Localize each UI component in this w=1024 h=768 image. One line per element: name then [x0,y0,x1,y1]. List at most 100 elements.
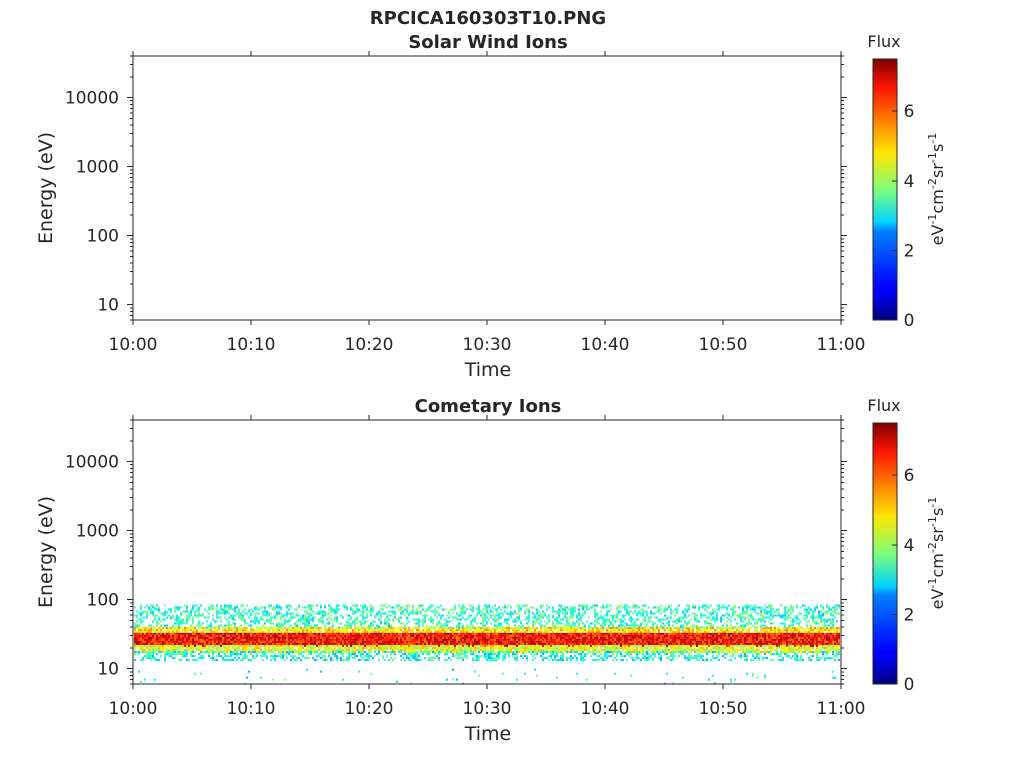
heatmap-cell [206,616,208,619]
heatmap-cell [606,604,608,607]
heatmap-cell [352,636,354,639]
heatmap-cell [302,634,304,637]
heatmap-cell [332,632,334,635]
heatmap-cell [738,629,740,632]
heatmap-cell [216,629,218,632]
heatmap-cell [430,631,432,634]
heatmap-cell [216,632,218,635]
heatmap-cell [176,638,178,641]
heatmap-cell [606,629,608,632]
heatmap-cell [186,632,188,635]
heatmap-cell [298,620,300,623]
heatmap-cell [254,616,256,619]
heatmap-cell [572,614,574,617]
heatmap-cell [286,640,288,643]
heatmap-cell [614,631,616,634]
heatmap-cell [170,634,172,637]
heatmap-cell [154,636,156,639]
heatmap-cell [212,626,214,629]
heatmap-cell [746,612,748,615]
heatmap-cell [140,638,142,641]
heatmap-cell [292,627,294,630]
heatmap-cell [162,638,164,641]
heatmap-cell [602,622,604,625]
heatmap-cell [398,618,400,621]
heatmap-cell [804,610,806,613]
heatmap-cell [216,640,218,643]
heatmap-cell [816,627,818,630]
heatmap-cell [444,636,446,639]
heatmap-cell [504,632,506,635]
heatmap-cell [232,632,234,635]
heatmap-cell [638,624,640,627]
heatmap-cell [140,604,142,607]
heatmap-cell [428,606,430,609]
heatmap-cell [266,640,268,643]
heatmap-cell [508,627,510,630]
heatmap-cell [752,624,754,627]
heatmap-cell [272,606,274,609]
heatmap-cell [246,622,248,625]
heatmap-cell [784,616,786,619]
heatmap-cell [402,631,404,634]
heatmap-cell [838,629,840,632]
heatmap-cell [310,632,312,635]
heatmap-cell [466,624,468,627]
heatmap-cell [228,642,230,645]
heatmap-cell [538,622,540,625]
solar-wind-colorbar-gradient [872,58,898,321]
heatmap-cell [592,604,594,607]
heatmap-cell [290,614,292,617]
heatmap-cell [138,632,140,635]
heatmap-cell [416,612,418,615]
heatmap-cell [484,624,486,627]
heatmap-cell [188,636,190,639]
heatmap-cell [616,606,618,609]
heatmap-cell [134,632,136,635]
heatmap-cell [268,604,270,607]
heatmap-cell [510,640,512,643]
heatmap-cell [150,636,152,639]
heatmap-cell [552,634,554,637]
heatmap-cell [564,629,566,632]
heatmap-cell [780,622,782,625]
heatmap-cell [144,616,146,619]
heatmap-cell [430,642,432,645]
heatmap-cell [284,640,286,643]
heatmap-cell [556,636,558,639]
heatmap-cell [244,638,246,641]
heatmap-cell [364,627,366,630]
heatmap-cell [782,627,784,630]
heatmap-cell [298,634,300,637]
heatmap-cell [486,616,488,619]
heatmap-cell [774,631,776,634]
heatmap-cell [466,632,468,635]
heatmap-cell [320,632,322,635]
heatmap-cell [508,618,510,621]
heatmap-cell [494,604,496,607]
heatmap-cell [268,612,270,615]
heatmap-cell [460,622,462,625]
heatmap-cell [642,622,644,625]
heatmap-cell [630,610,632,613]
heatmap-cell [400,606,402,609]
heatmap-cell [296,614,298,617]
heatmap-cell [154,627,156,630]
heatmap-cell [730,627,732,630]
heatmap-cell [408,627,410,630]
heatmap-cell [196,640,198,643]
heatmap-cell [762,614,764,617]
heatmap-cell [452,634,454,637]
heatmap-cell [676,612,678,615]
heatmap-cell [732,612,734,615]
heatmap-cell [522,634,524,637]
heatmap-cell [376,632,378,635]
heatmap-cell [694,638,696,641]
heatmap-cell [772,627,774,630]
heatmap-cell [570,642,572,645]
heatmap-cell [360,634,362,637]
heatmap-cell [204,634,206,637]
heatmap-cell [502,634,504,637]
heatmap-cell [622,640,624,643]
heatmap-cell [522,640,524,643]
